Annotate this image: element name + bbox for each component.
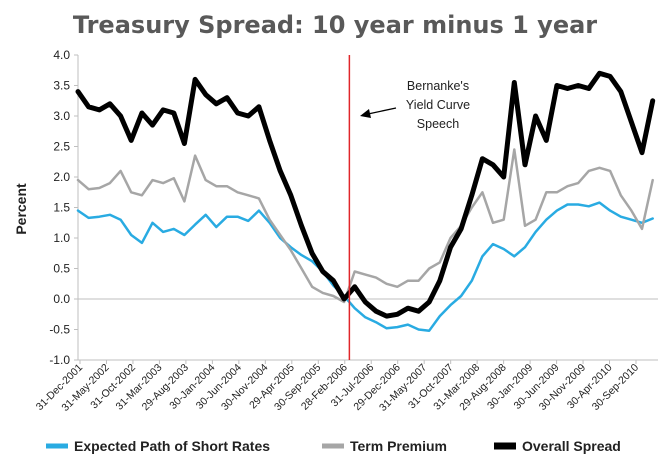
y-tick-label: 0.5 bbox=[53, 262, 70, 276]
chart-title: Treasury Spread: 10 year minus 1 year bbox=[73, 11, 597, 39]
y-tick-label: -0.5 bbox=[49, 323, 70, 337]
legend-label: Term Premium bbox=[350, 438, 447, 454]
y-tick-label: 0.0 bbox=[53, 292, 70, 306]
legend-label: Overall Spread bbox=[522, 438, 621, 454]
plot-area: 4.03.53.02.52.01.51.00.50.0-0.5-1.031-De… bbox=[34, 48, 658, 414]
annotation-text-line: Bernanke's bbox=[407, 79, 469, 93]
y-tick-label: 1.5 bbox=[53, 201, 70, 215]
series-line-overall-spread bbox=[75, 70, 656, 319]
series-line-expected-path-of-short-rates bbox=[76, 201, 654, 332]
annotation-arrow-shaft bbox=[367, 107, 397, 115]
y-tick-label: 3.0 bbox=[53, 109, 70, 123]
y-tick-label: 3.5 bbox=[53, 79, 70, 93]
y-tick-label: 2.5 bbox=[53, 140, 70, 154]
annotation-text-line: Speech bbox=[417, 117, 459, 131]
legend: Expected Path of Short Rates Term Premium… bbox=[46, 438, 621, 454]
y-tick-label: -1.0 bbox=[49, 353, 70, 367]
y-tick-label: 4.0 bbox=[53, 48, 70, 62]
annotation-text-line: Yield Curve bbox=[406, 98, 470, 112]
annotation-arrow-head bbox=[360, 109, 371, 118]
legend-label: Expected Path of Short Rates bbox=[74, 438, 270, 454]
y-tick-label: 1.0 bbox=[53, 231, 70, 245]
y-tick-label: 2.0 bbox=[53, 170, 70, 184]
y-axis-label: Percent bbox=[13, 183, 29, 235]
series-line-term-premium bbox=[76, 148, 654, 304]
